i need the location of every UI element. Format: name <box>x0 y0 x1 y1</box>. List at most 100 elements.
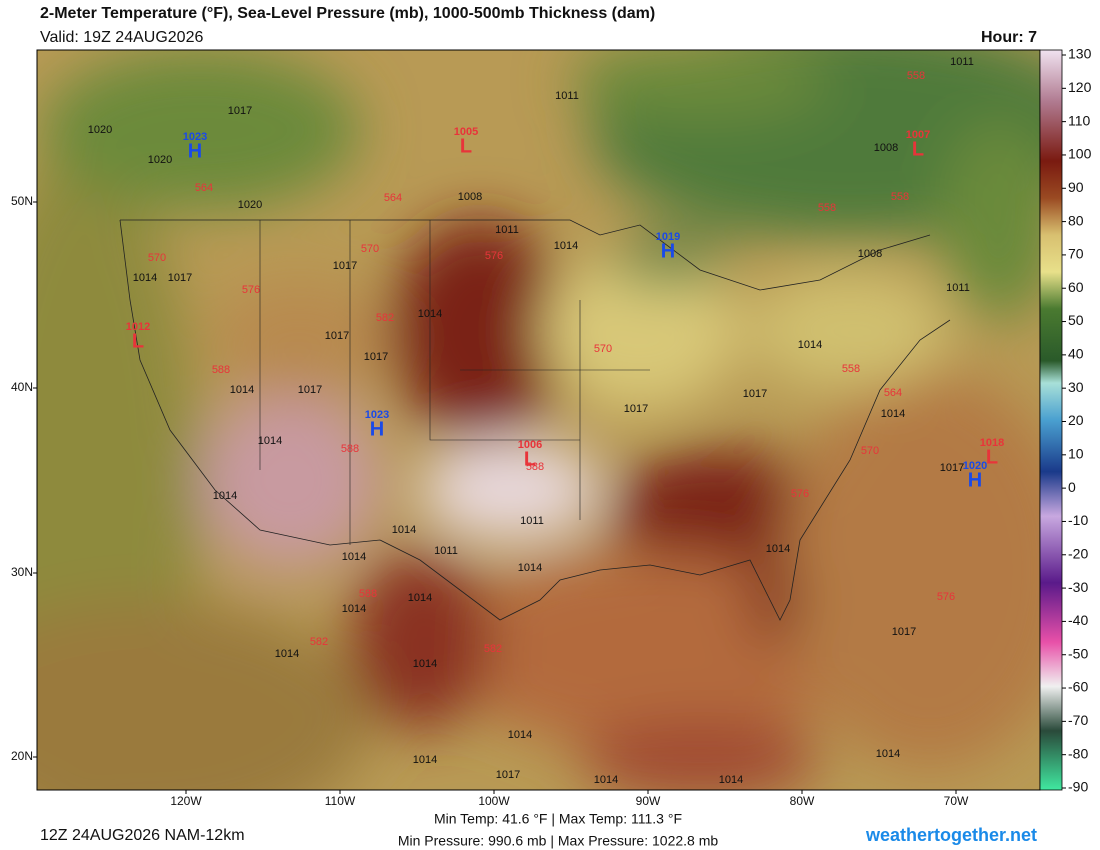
isobar-label: 1014 <box>766 543 790 555</box>
low-symbol: L <box>986 446 998 468</box>
thickness-label: 588 <box>341 443 359 455</box>
isobar-label: 1017 <box>333 260 357 272</box>
isobar-label: 1014 <box>342 603 366 615</box>
thickness-label: 582 <box>484 643 502 655</box>
lon-label: 110W <box>325 794 356 808</box>
high-symbol: H <box>370 418 384 440</box>
pressure-range: Min Pressure: 990.6 mb | Max Pressure: 1… <box>398 833 719 849</box>
valid-time: Valid: 19Z 24AUG2026 <box>40 29 203 46</box>
isobar-label: 1017 <box>496 769 520 781</box>
high-pressure: 1023 <box>183 131 207 143</box>
isobar-label: 1008 <box>458 191 482 203</box>
shade-region <box>37 600 370 790</box>
colorbar-label: -90 <box>1068 779 1088 795</box>
isobar-label: 1017 <box>743 388 767 400</box>
shade-region <box>200 390 380 570</box>
isobar-label: 1011 <box>946 282 970 294</box>
high-pressure: 1023 <box>365 409 389 421</box>
low-symbol: L <box>132 330 144 352</box>
lon-label: 100W <box>478 794 510 808</box>
shade-region <box>210 280 390 400</box>
colorbar-label: 10 <box>1068 446 1084 462</box>
site-name[interactable]: weathertogether.net <box>865 825 1037 845</box>
colorbar-label: 130 <box>1068 46 1092 62</box>
isobar-label: 1014 <box>413 658 437 670</box>
isobar-label: 1014 <box>876 748 900 760</box>
colorbar-label: 20 <box>1068 412 1084 428</box>
shade-region <box>390 220 570 440</box>
colorbar-label: 50 <box>1068 312 1084 328</box>
model-run: 12Z 24AUG2026 NAM-12km <box>40 827 245 844</box>
thickness-label: 576 <box>242 284 260 296</box>
high-symbol: H <box>188 140 202 162</box>
colorbar-label: 110 <box>1068 112 1091 128</box>
shade-region <box>780 370 1040 770</box>
shade-region <box>580 720 820 790</box>
coastline <box>119 219 951 621</box>
thickness-label: 564 <box>884 387 902 399</box>
boundaries <box>119 219 951 621</box>
colorbar-label: 100 <box>1068 146 1092 162</box>
thickness-label: 558 <box>842 363 860 375</box>
colorbar-label: -70 <box>1068 712 1088 728</box>
colorbar-label: -60 <box>1068 679 1088 695</box>
isobar-label: 1011 <box>434 545 458 557</box>
isobar-label: 1014 <box>594 774 618 786</box>
high-symbol: H <box>661 240 675 262</box>
low-pressure: 1018 <box>980 437 1004 449</box>
isobar-label: 1011 <box>520 515 544 527</box>
state-lines <box>259 220 650 545</box>
low-symbol: L <box>460 135 472 157</box>
lat-label: 30N <box>11 565 33 579</box>
shade-region <box>40 50 360 210</box>
isobar-label: 1014 <box>798 339 822 351</box>
shade-region <box>940 120 1040 320</box>
colorbar-label: -20 <box>1068 545 1088 561</box>
isobar-label: 1014 <box>418 308 442 320</box>
isobar-label: 1014 <box>518 562 542 574</box>
thickness-label: 582 <box>376 312 394 324</box>
isobar-label: 1017 <box>168 272 192 284</box>
lon-label: 120W <box>170 794 202 808</box>
shade-region <box>570 50 830 120</box>
low-symbol: L <box>524 448 536 470</box>
colorbar-label: -10 <box>1068 512 1088 528</box>
low-pressure: 1006 <box>518 439 542 451</box>
thickness-label: 570 <box>148 252 166 264</box>
isobar-label: 1014 <box>408 592 432 604</box>
isobar-label: 1014 <box>213 490 237 502</box>
colorbar-label: 70 <box>1068 246 1084 262</box>
axes: 50N 40N 30N 20N 120W 110W 100W 90W 80W 70W 130 120 1… <box>11 46 1092 808</box>
colorbar-label: 80 <box>1068 212 1084 228</box>
isobar-label: 1014 <box>554 240 578 252</box>
isobar-label: 1014 <box>881 408 905 420</box>
isobar-label: 1020 <box>88 124 112 136</box>
isobar-label: 1008 <box>858 248 882 260</box>
shade-region <box>610 238 730 282</box>
thickness-label: 588 <box>212 364 230 376</box>
thickness-label: 570 <box>594 343 612 355</box>
high-pressure: 1020 <box>963 460 987 472</box>
temperature-shading <box>37 50 1040 790</box>
shade-region <box>420 440 600 540</box>
colorbar <box>1039 49 1063 791</box>
colorbar-label: 90 <box>1068 179 1084 195</box>
isobar-label: 1017 <box>325 330 349 342</box>
isobar-label: 1014 <box>342 551 366 563</box>
isobar-label: 1011 <box>555 90 579 102</box>
isobar-label: 1014 <box>230 384 254 396</box>
low-symbol: L <box>912 138 924 160</box>
isobar-label: 1011 <box>950 56 974 68</box>
colorbar-label: -50 <box>1068 645 1088 661</box>
colorbar-label: 60 <box>1068 279 1084 295</box>
lat-label: 40N <box>11 380 33 394</box>
isobar-label: 1011 <box>495 224 519 236</box>
forecast-hour: Hour: 7 <box>981 29 1037 46</box>
thickness-label: 576 <box>791 488 809 500</box>
thickness-label: 582 <box>310 636 328 648</box>
lon-label: 90W <box>636 794 661 808</box>
isobar-label: 1014 <box>392 524 416 536</box>
isobar-label: 1020 <box>148 154 172 166</box>
isobar-label: 1008 <box>874 142 898 154</box>
